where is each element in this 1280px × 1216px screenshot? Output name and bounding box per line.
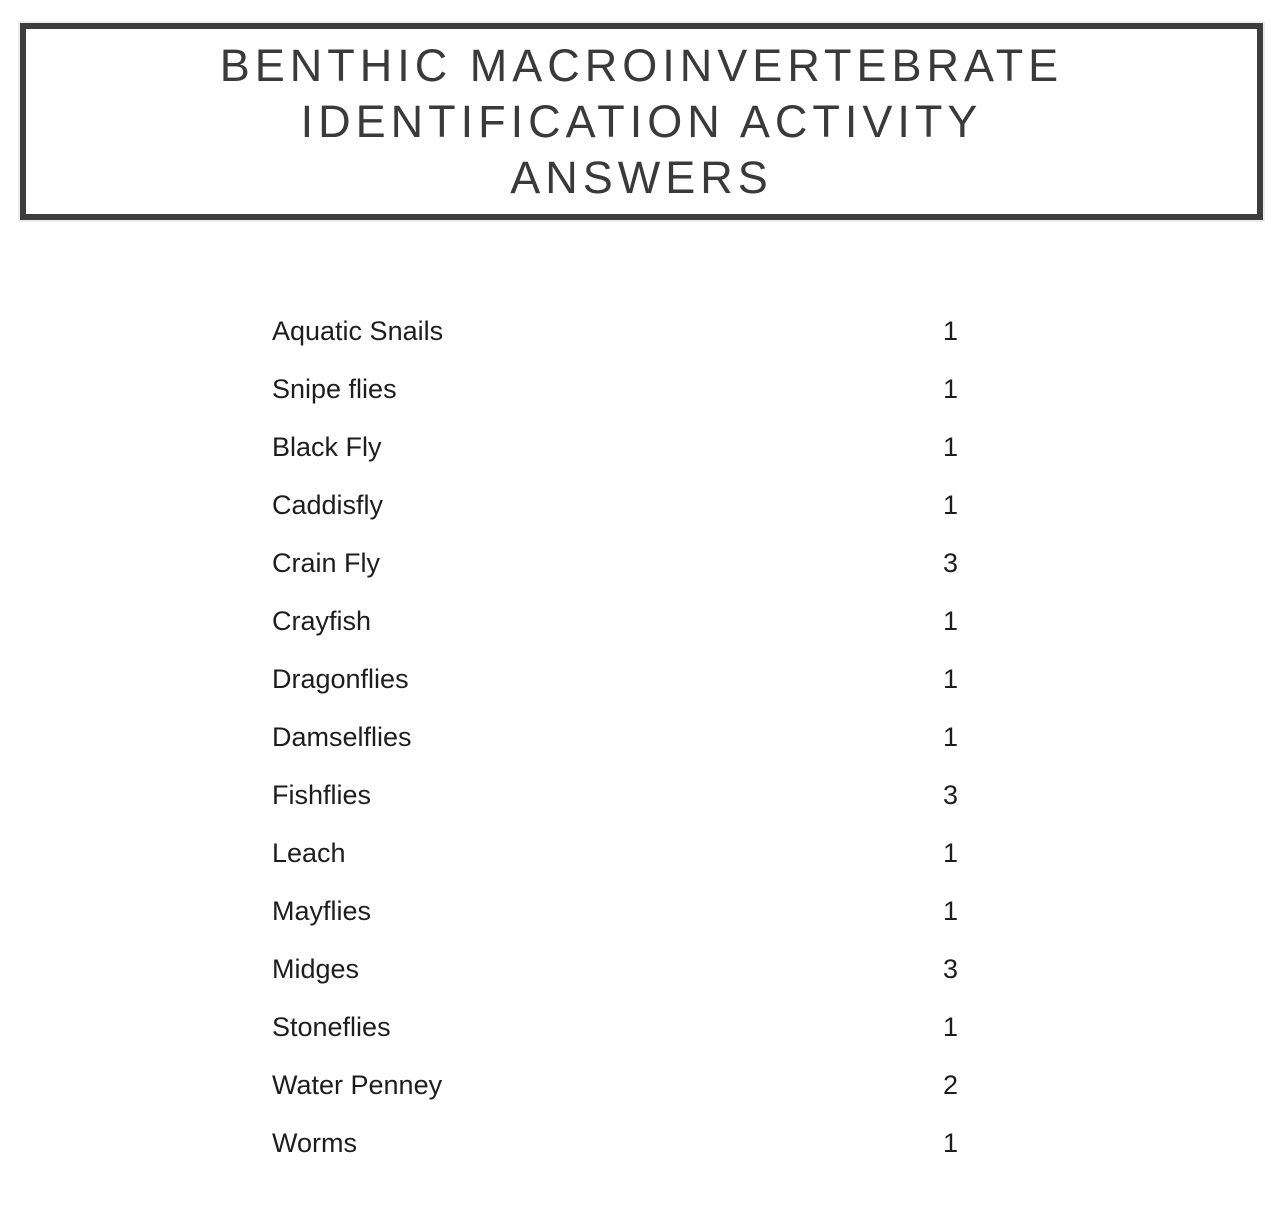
organism-name: Caddisfly — [272, 490, 384, 520]
answer-row: Midges 3 — [0, 940, 1280, 998]
organism-name: Fishflies — [272, 780, 372, 810]
answer-row: Mayflies 1 — [0, 882, 1280, 940]
answer-list: Aquatic Snails 1 Snipe flies 1 Black Fly 1 Cad… — [0, 302, 1280, 1172]
answer-count: 1 — [943, 896, 959, 926]
answer-count: 1 — [943, 838, 959, 868]
answer-row: Water Penney 2 — [0, 1056, 1280, 1114]
organism-name: Water Penney — [272, 1070, 443, 1100]
organism-name: Black Fly — [272, 432, 382, 462]
answer-row: Caddisfly 1 — [0, 476, 1280, 534]
answer-row: Snipe flies 1 — [0, 360, 1280, 418]
answer-count: 3 — [943, 780, 959, 810]
answer-count: 2 — [943, 1070, 959, 1100]
answer-row: Leach 1 — [0, 824, 1280, 882]
organism-name: Stoneflies — [272, 1012, 391, 1042]
answer-count: 1 — [943, 316, 959, 346]
title-line-3: ANSWERS — [510, 151, 773, 203]
organism-name: Worms — [272, 1128, 357, 1158]
title-line-2: IDENTIFICATION ACTIVITY — [300, 95, 983, 147]
organism-name: Crain Fly — [272, 548, 381, 578]
answer-row: Worms 1 — [0, 1114, 1280, 1172]
organism-name: Mayflies — [272, 896, 372, 926]
answer-row: Stoneflies 1 — [0, 998, 1280, 1056]
answer-row: Fishflies 3 — [0, 766, 1280, 824]
answer-row: Crain Fly 3 — [0, 534, 1280, 592]
answer-count: 1 — [943, 490, 959, 520]
title-line-1: BENTHIC MACROINVERTEBRATE — [219, 39, 1064, 91]
answer-count: 1 — [943, 606, 959, 636]
answer-count: 1 — [943, 374, 959, 404]
answer-row: Black Fly 1 — [0, 418, 1280, 476]
organism-name: Midges — [272, 954, 360, 984]
answer-count: 1 — [943, 1128, 959, 1158]
page-title: BENTHIC MACROINVERTEBRATE IDENTIFICATION… — [220, 38, 1063, 206]
answer-count: 3 — [943, 954, 959, 984]
answer-count: 1 — [943, 1012, 959, 1042]
answer-count: 1 — [943, 722, 959, 752]
answer-count: 3 — [943, 548, 959, 578]
organism-name: Dragonflies — [272, 664, 409, 694]
title-box: BENTHIC MACROINVERTEBRATE IDENTIFICATION… — [20, 23, 1263, 220]
answer-row: Damselflies 1 — [0, 708, 1280, 766]
organism-name: Leach — [272, 838, 346, 868]
answer-count: 1 — [943, 432, 959, 462]
organism-name: Aquatic Snails — [272, 316, 444, 346]
organism-name: Damselflies — [272, 722, 412, 752]
answer-row: Dragonflies 1 — [0, 650, 1280, 708]
organism-name: Snipe flies — [272, 374, 397, 404]
answer-row: Crayfish 1 — [0, 592, 1280, 650]
organism-name: Crayfish — [272, 606, 372, 636]
answer-count: 1 — [943, 664, 959, 694]
answer-row: Aquatic Snails 1 — [0, 302, 1280, 360]
